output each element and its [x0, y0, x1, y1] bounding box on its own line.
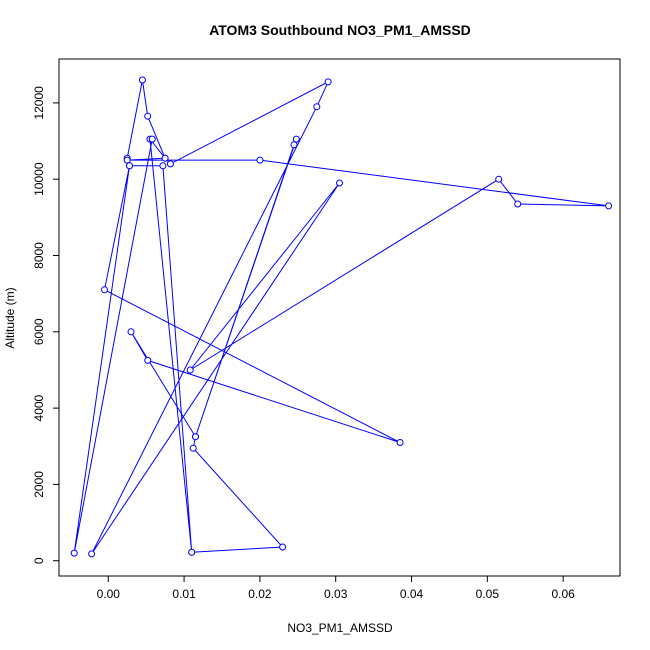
data-point: [495, 175, 503, 183]
data-point: [292, 135, 300, 143]
data-point: [101, 286, 108, 294]
x-tick-label: 0.00: [97, 587, 121, 601]
plot-area: [70, 76, 613, 558]
data-point: [144, 112, 152, 120]
data-point: [256, 156, 264, 164]
x-tick-label: 0.06: [551, 587, 575, 601]
series-line: [73, 79, 609, 555]
data-point: [166, 160, 174, 168]
data-point: [138, 76, 146, 84]
y-tick-label: 4000: [32, 394, 46, 421]
plot-frame: [58, 58, 621, 577]
data-point: [161, 154, 169, 162]
data-point: [144, 356, 152, 364]
data-point: [88, 550, 96, 558]
data-point: [127, 328, 135, 336]
data-point: [605, 202, 613, 210]
data-point: [313, 103, 321, 111]
data-point: [70, 549, 78, 557]
data-point: [396, 439, 404, 446]
x-axis-label: NO3_PM1_AMSSD: [287, 621, 393, 635]
data-point: [188, 548, 196, 556]
y-axis: 0 2000 4000 6000 8000 10000 12000: [32, 86, 60, 564]
x-tick-label: 0.05: [476, 587, 500, 601]
data-point: [514, 200, 522, 208]
data-point: [123, 156, 131, 164]
data-point: [336, 179, 343, 187]
data-point: [324, 78, 332, 86]
y-tick-label: 6000: [32, 318, 46, 345]
data-point: [290, 141, 298, 149]
data-point: [189, 444, 197, 452]
y-tick-label: 10000: [32, 162, 46, 196]
data-point: [192, 433, 199, 441]
x-axis: 0.00 0.01 0.02 0.03 0.04 0.05 0.06: [97, 575, 575, 601]
x-tick-label: 0.02: [248, 587, 272, 601]
x-tick-label: 0.01: [172, 587, 196, 601]
data-point: [279, 543, 287, 551]
data-point: [186, 366, 194, 374]
x-tick-label: 0.04: [400, 587, 424, 601]
y-axis-label: Altitude (m): [3, 287, 17, 348]
data-point: [159, 162, 167, 170]
y-tick-label: 2000: [32, 471, 46, 498]
y-tick-label: 12000: [32, 86, 46, 120]
y-tick-label: 0: [32, 557, 46, 564]
y-tick-label: 8000: [32, 242, 46, 269]
data-point: [126, 162, 133, 170]
chart-title: ATOM3 Southbound NO3_PM1_AMSSD: [209, 22, 471, 38]
data-point: [148, 135, 156, 143]
x-tick-label: 0.03: [324, 587, 348, 601]
